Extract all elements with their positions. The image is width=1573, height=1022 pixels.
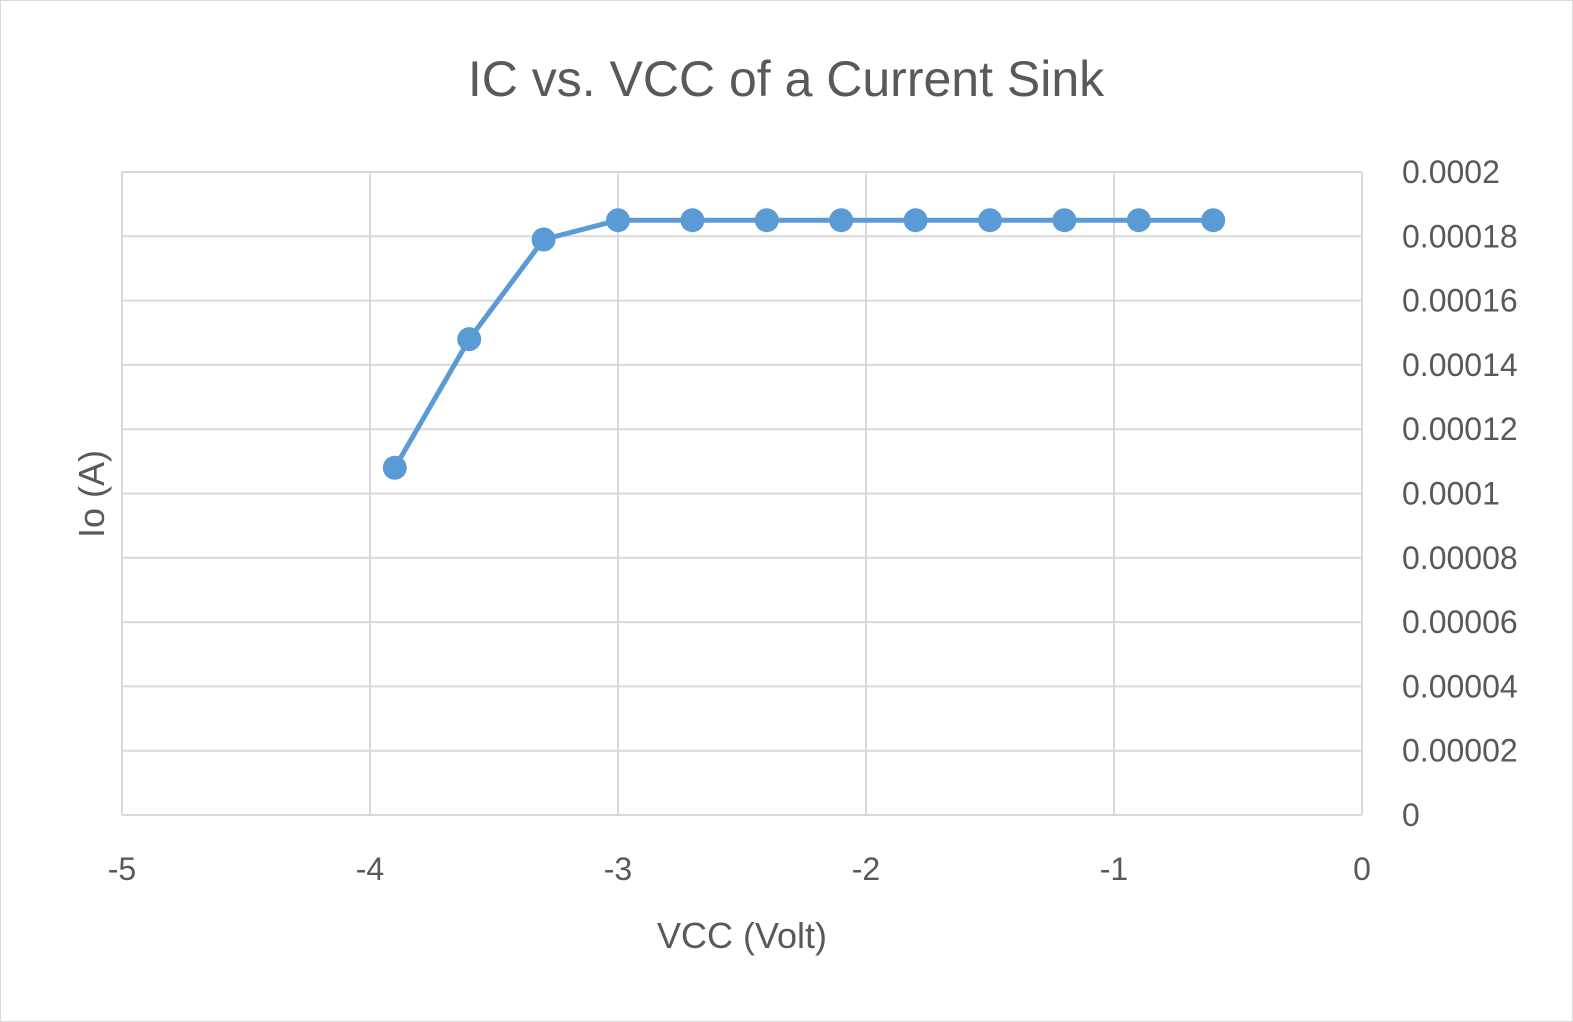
x-axis-title: VCC (Volt): [657, 915, 827, 956]
y-tick-label: 0.0001: [1402, 476, 1500, 512]
y-tick-label: 0.00006: [1402, 604, 1518, 640]
y-tick-label: 0.00016: [1402, 283, 1518, 319]
x-tick-label: -5: [108, 851, 136, 887]
series-line: [392, 217, 1214, 470]
x-tick-label: -4: [356, 851, 384, 887]
grid: [121, 171, 1363, 816]
x-tick-label: -1: [1100, 851, 1128, 887]
data-point: [457, 327, 482, 352]
data-point: [680, 208, 705, 233]
y-tick-label: 0.00002: [1402, 733, 1518, 769]
y-axis-ticks: 0 0.00002 0.00004 0.00006 0.00008 0.0001 0.000…: [1402, 154, 1518, 833]
y-tick-label: 0.00014: [1402, 347, 1518, 383]
x-tick-label: 0: [1353, 851, 1371, 887]
y-tick-label: 0.00012: [1402, 411, 1518, 447]
y-tick-label: 0: [1402, 797, 1420, 833]
data-point: [1126, 208, 1151, 233]
x-axis-ticks: -5 -4 -3 -2 -1 0: [108, 851, 1371, 887]
y-tick-label: 0.00008: [1402, 540, 1518, 576]
data-point: [606, 208, 630, 233]
data-point: [754, 208, 779, 233]
data-point: [978, 208, 1002, 233]
series: [382, 208, 1226, 480]
y-axis-title: Io (A): [71, 450, 112, 538]
data-point: [829, 208, 854, 233]
chart-title: IC vs. VCC of a Current Sink: [468, 51, 1105, 107]
data-point: [1052, 208, 1077, 233]
data-point: [903, 208, 928, 233]
data-point: [531, 227, 556, 252]
y-tick-label: 0.0002: [1402, 154, 1500, 190]
x-tick-label: -2: [852, 851, 880, 887]
y-tick-label: 0.00018: [1402, 218, 1518, 254]
data-point: [1201, 208, 1226, 233]
x-tick-label: -3: [604, 851, 632, 887]
data-point: [382, 455, 407, 480]
y-tick-label: 0.00004: [1402, 668, 1518, 704]
